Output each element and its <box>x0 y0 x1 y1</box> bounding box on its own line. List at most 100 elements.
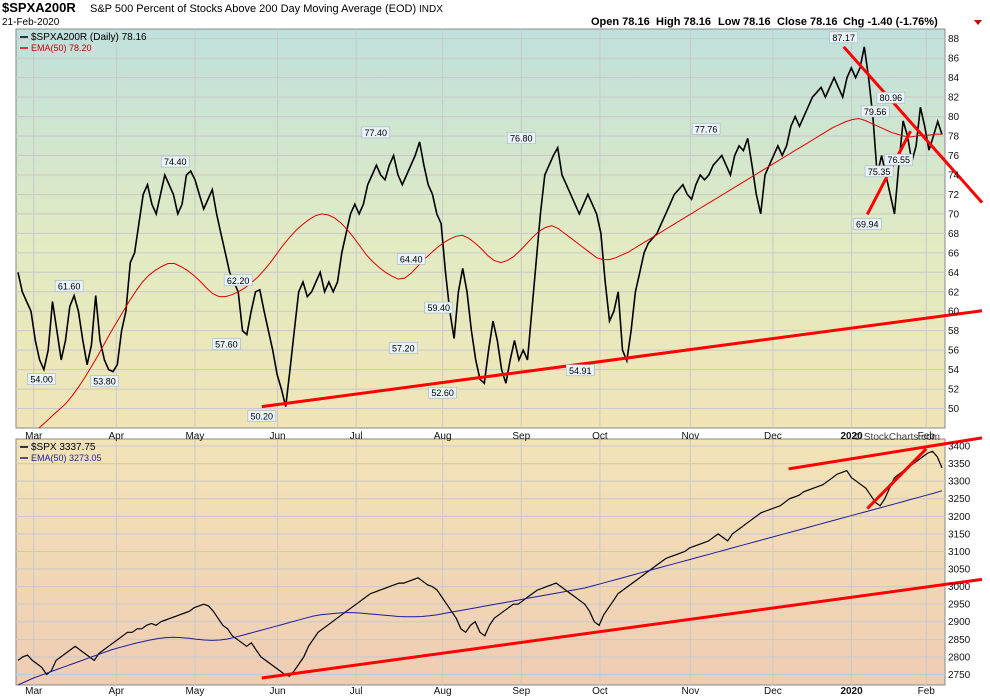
peak-label: 59.40 <box>427 303 450 313</box>
top-series-ema <box>38 117 942 428</box>
bottom-ytick-label: 3400 <box>948 442 971 453</box>
top-xtick-label: Oct <box>592 431 608 442</box>
high-value: High 78.16 <box>656 16 711 28</box>
top-ytick-label: 58 <box>948 326 960 337</box>
top-ytick-label: 62 <box>948 287 960 298</box>
top-xtick-label: May <box>185 431 204 442</box>
top-xtick-label: 2020 <box>840 431 863 442</box>
peak-label-box <box>389 342 418 354</box>
peak-label: 77.76 <box>695 124 718 134</box>
bottom-ytick-label: 2800 <box>948 652 971 663</box>
peak-label: 76.55 <box>887 155 910 165</box>
peak-label-box <box>54 280 84 292</box>
top-ytick-label: 64 <box>948 268 960 279</box>
bottom-ytick-label: 3350 <box>948 459 971 470</box>
top-xtick-label: Nov <box>681 431 699 442</box>
bottom-legend-label: $SPX 3337.75 <box>31 442 96 453</box>
bottom-xtick-label: Sep <box>512 686 530 697</box>
bottom-series-price <box>17 450 943 677</box>
peak-label-box <box>565 364 595 377</box>
symbol-description: S&P 500 Percent of Stocks Above 200 Day … <box>90 3 416 15</box>
peak-label-box <box>361 126 391 139</box>
peak-label-box <box>90 375 119 387</box>
bottom-xtick-label: 2020 <box>840 686 863 697</box>
top-xtick-label: Jul <box>350 431 363 442</box>
peak-label: 87.17 <box>832 33 855 43</box>
top-ytick-label: 60 <box>948 307 960 318</box>
top-ytick-label: 80 <box>948 112 960 123</box>
bottom-xtick-label: Jun <box>269 686 285 697</box>
bottom-ytick-label: 3200 <box>948 512 971 523</box>
peak-label: 74.40 <box>164 157 187 167</box>
top-legend-label: $SPXA200R (Daily) 78.16 <box>31 32 147 43</box>
bottom-xtick-label: Jul <box>350 686 363 697</box>
bottom-ytick-label: 3150 <box>948 529 971 540</box>
bottom-ytick-label: 3250 <box>948 494 971 505</box>
top-ytick-label: 72 <box>948 190 960 201</box>
bottom-xtick-label: Dec <box>764 686 782 697</box>
peak-label-box <box>428 386 457 399</box>
peak-label-box <box>829 31 859 44</box>
peak-label-box <box>160 155 190 168</box>
top-ytick-label: 76 <box>948 151 960 162</box>
peak-label-box <box>884 153 914 166</box>
top-xtick-label: Apr <box>109 431 125 442</box>
exchange-label: INDX <box>419 4 443 15</box>
bottom-xtick-label: Mar <box>25 686 43 697</box>
top-ytick-label: 68 <box>948 229 960 240</box>
peak-label: 54.00 <box>30 375 53 385</box>
peak-label: 69.94 <box>856 219 879 229</box>
peak-label-box <box>691 123 721 135</box>
peak-label-box <box>506 132 536 145</box>
down-arrow-icon <box>974 20 982 25</box>
top-panel-background <box>15 28 946 429</box>
bottom-series-ema <box>17 490 943 685</box>
peak-label-box <box>864 165 894 178</box>
peak-label: 62.20 <box>227 276 250 286</box>
top-series-price <box>17 46 943 407</box>
peak-label: 61.60 <box>58 282 81 292</box>
peak-label: 54.91 <box>569 366 592 376</box>
bottom-xtick-label: Apr <box>109 686 125 697</box>
peak-label: 57.20 <box>392 343 415 353</box>
peak-label-box <box>860 105 890 118</box>
peak-label: 79.56 <box>864 107 887 117</box>
top-ytick-label: 70 <box>948 209 960 220</box>
bottom-trendline <box>788 436 983 471</box>
peak-label: 57.60 <box>215 340 238 350</box>
top-trendline <box>261 309 983 409</box>
bottom-xtick-label: May <box>185 686 204 697</box>
top-xtick-label: Dec <box>764 431 782 442</box>
peak-label: 76.80 <box>510 134 533 144</box>
bottom-legend-label: EMA(50) 3273.05 <box>31 453 102 463</box>
bottom-ytick-label: 3000 <box>948 582 971 593</box>
top-ytick-label: 78 <box>948 132 960 143</box>
top-ytick-label: 52 <box>948 385 960 396</box>
bottom-ytick-label: 3050 <box>948 565 971 576</box>
change-value: Chg -1.40 (-1.76%) <box>843 16 938 28</box>
top-ytick-label: 84 <box>948 73 960 84</box>
top-ytick-label: 86 <box>948 54 960 65</box>
watermark: © StockCharts.com <box>854 432 940 443</box>
peak-label: 77.40 <box>365 128 388 138</box>
bottom-trendline <box>261 577 983 680</box>
bottom-ytick-label: 3300 <box>948 477 971 488</box>
bottom-xtick-label: Nov <box>681 686 699 697</box>
peak-label-box <box>27 373 56 385</box>
close-value: Close 78.16 <box>777 16 838 28</box>
top-ytick-label: 66 <box>948 248 960 259</box>
peak-label: 64.40 <box>400 254 423 264</box>
bottom-ytick-label: 2850 <box>948 635 971 646</box>
top-ytick-label: 50 <box>948 404 960 415</box>
top-xtick-label: Mar <box>25 431 43 442</box>
top-xtick-label: Feb <box>918 431 936 442</box>
top-xtick-label: Sep <box>512 431 530 442</box>
bottom-panel-background <box>15 438 946 686</box>
bottom-ytick-label: 2900 <box>948 617 971 628</box>
top-xtick-label: Aug <box>434 431 452 442</box>
bottom-ytick-label: 2950 <box>948 600 971 611</box>
peak-label: 80.96 <box>880 93 903 103</box>
peak-label-box <box>223 274 253 287</box>
